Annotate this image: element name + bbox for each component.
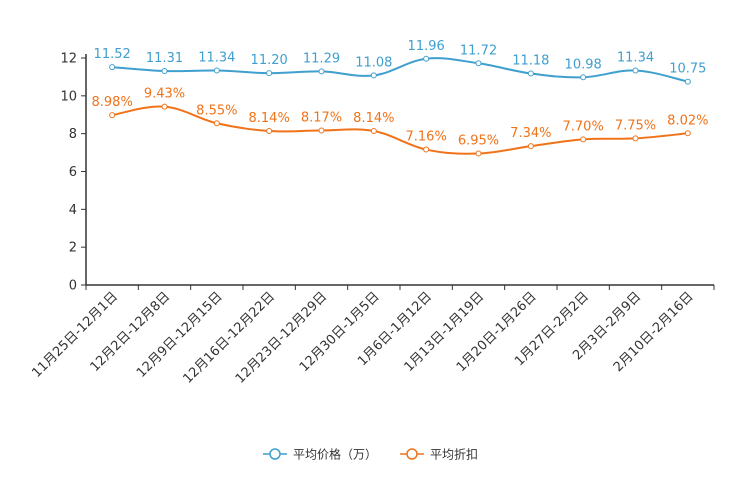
data-label: 6.95% (458, 134, 499, 149)
data-label: 11.31 (146, 51, 183, 66)
data-point (266, 70, 273, 77)
x-tick-label: 12月16日-12月22日 (181, 289, 278, 386)
data-label: 7.70% (563, 119, 604, 134)
legend-label: 平均价格（万） (293, 447, 377, 462)
legend-item-0[interactable]: 平均价格（万） (263, 447, 377, 462)
data-label: 9.43% (144, 87, 185, 102)
y-tick-label: 10 (60, 89, 77, 104)
data-point (580, 136, 587, 143)
data-label: 11.96 (408, 39, 445, 54)
data-label: 8.98% (92, 95, 133, 110)
data-point (161, 68, 168, 75)
data-point (213, 67, 220, 74)
y-tick-label: 12 (60, 52, 77, 67)
data-point (109, 64, 116, 71)
data-point (632, 67, 639, 74)
data-point (109, 112, 116, 119)
data-label: 11.18 (512, 54, 549, 69)
data-label: 11.72 (460, 43, 497, 58)
y-tick-label: 2 (69, 241, 77, 256)
y-axis: 0 2 4 6 8 10 12 (60, 52, 87, 294)
y-tick-label: 0 (69, 279, 77, 294)
y-tick-label: 6 (69, 165, 77, 180)
series-0: 11.52 11.31 11.34 11.20 11.29 11.08 11.96 11.72… (94, 39, 706, 85)
data-label: 11.08 (355, 55, 392, 70)
data-point (475, 150, 482, 157)
legend-item-1[interactable]: 平均折扣 (400, 447, 478, 462)
data-label: 10.75 (669, 62, 706, 77)
data-label: 8.02% (667, 113, 708, 128)
data-point (580, 74, 587, 81)
series-line (112, 57, 689, 83)
data-label: 7.75% (615, 118, 656, 133)
series-layer: 11.52 11.31 11.34 11.20 11.29 11.08 11.96 11.72… (92, 39, 708, 157)
data-point (423, 146, 430, 153)
y-tick-label: 4 (69, 203, 77, 218)
data-point (527, 70, 534, 77)
legend[interactable]: 平均价格（万） 平均折扣 (263, 447, 478, 462)
data-label: 11.34 (198, 50, 235, 65)
data-label: 10.98 (565, 57, 602, 72)
x-tick-label: 12月23日-12月29日 (233, 289, 330, 386)
data-label: 7.34% (510, 126, 551, 141)
data-point (527, 143, 534, 150)
data-label: 8.14% (353, 111, 394, 126)
series-line (111, 105, 688, 155)
legend-marker-icon (406, 448, 418, 460)
data-point (423, 55, 430, 62)
data-label: 11.20 (251, 53, 288, 68)
data-label: 8.55% (196, 103, 237, 118)
legend-marker-icon (269, 448, 281, 460)
series-1: 8.98% 9.43% 8.55% 8.14% 8.17% 8.14% 7.16% 6.95%… (92, 87, 708, 157)
data-point (370, 128, 377, 135)
data-point (475, 60, 482, 67)
data-point (213, 120, 220, 127)
data-label: 11.29 (303, 51, 340, 66)
data-point (632, 135, 639, 142)
y-tick-label: 8 (69, 127, 77, 142)
data-label: 8.17% (301, 110, 342, 125)
x-tick-label: 11月25日-12月1日 (29, 289, 121, 381)
data-label: 11.34 (617, 50, 654, 65)
data-point (266, 128, 273, 135)
data-label: 8.14% (249, 111, 290, 126)
data-point (161, 103, 168, 110)
data-point (318, 68, 325, 75)
data-label: 11.52 (94, 47, 131, 62)
data-point (318, 127, 325, 134)
data-point (684, 78, 691, 85)
legend-label: 平均折扣 (430, 447, 478, 462)
data-label: 7.16% (406, 130, 447, 145)
data-point (370, 72, 377, 79)
data-point (684, 130, 691, 137)
x-axis: 11月25日-12月1日12月2日-12月8日12月9日-12月15日12月16… (29, 284, 715, 387)
